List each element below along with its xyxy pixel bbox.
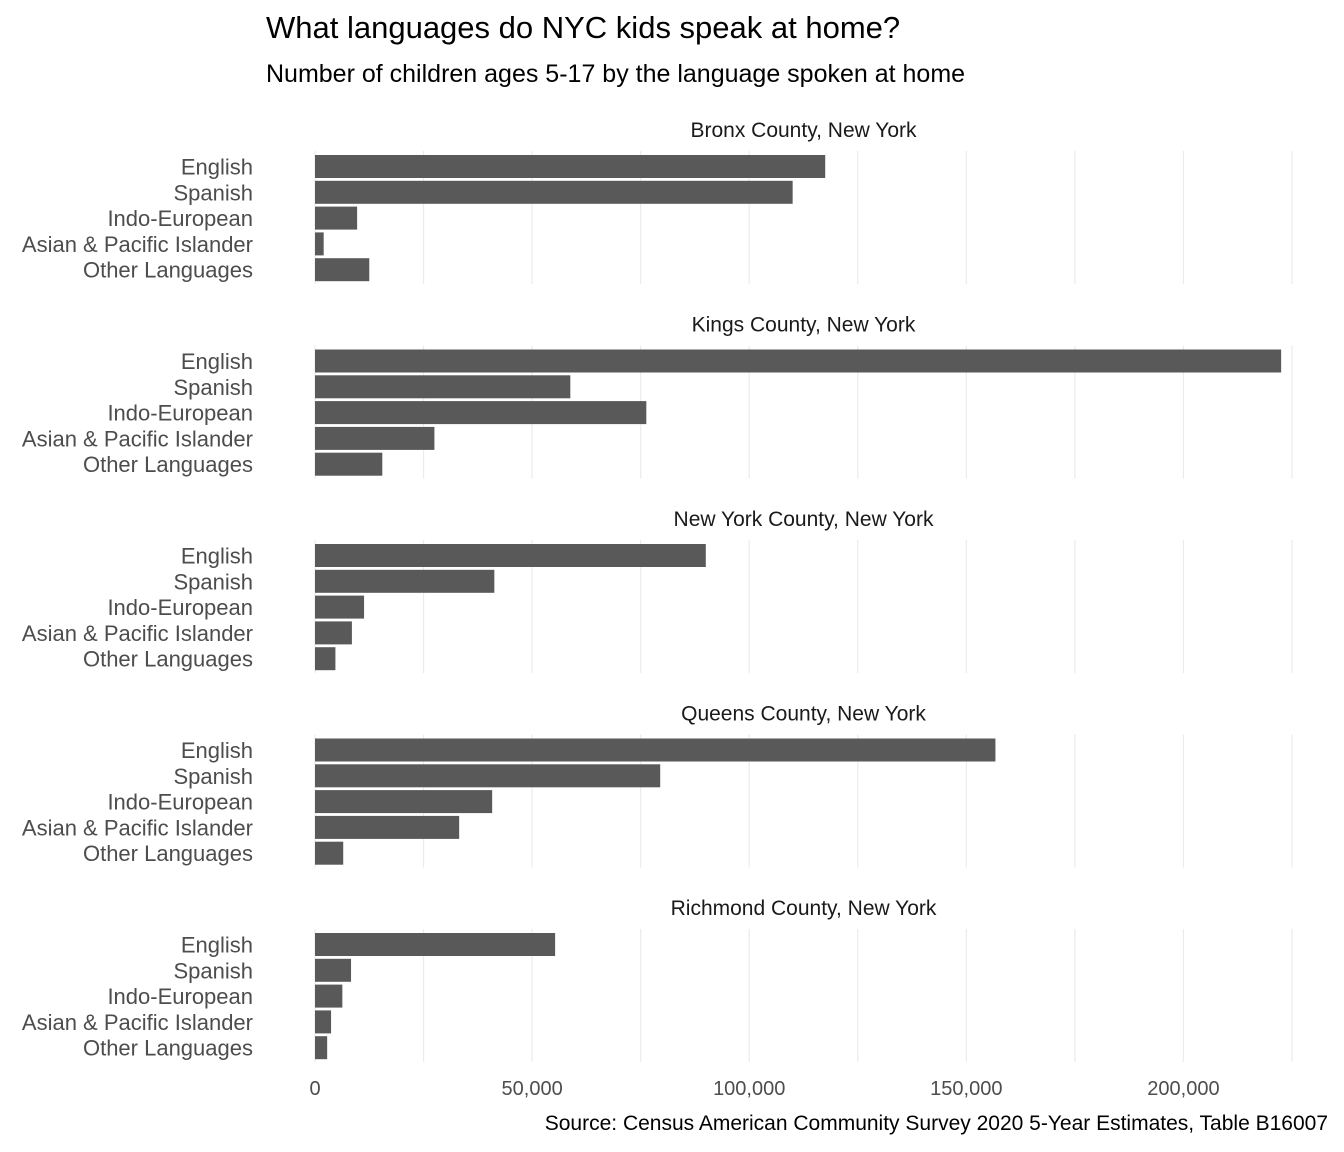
bar [315, 258, 370, 282]
category-label: Spanish [173, 180, 253, 205]
bar [315, 349, 1282, 373]
bar [315, 401, 647, 425]
category-label: Asian & Pacific Islander [22, 815, 253, 840]
bar [315, 647, 336, 671]
x-tick-label: 150,000 [930, 1078, 1002, 1100]
facet-panel: New York County, New York EnglishSpanishI… [22, 508, 1293, 673]
category-label: Spanish [173, 764, 253, 789]
x-tick-label: 200,000 [1147, 1078, 1219, 1100]
category-label: Spanish [173, 958, 253, 983]
category-label: Other Languages [83, 258, 253, 283]
bar [315, 933, 556, 956]
bar [315, 1010, 332, 1034]
bar [315, 815, 460, 839]
category-label: Other Languages [83, 452, 253, 477]
category-label: Asian & Pacific Islander [22, 621, 253, 646]
bar [315, 375, 571, 399]
chart-title: What languages do NYC kids speak at home… [266, 10, 901, 45]
facet-title: Richmond County, New York [671, 897, 937, 920]
category-label: English [181, 544, 253, 569]
x-tick-label: 100,000 [713, 1078, 785, 1100]
category-label: English [181, 738, 253, 763]
category-label: Asian & Pacific Islander [22, 1010, 253, 1035]
bar [315, 569, 495, 593]
facet-panel: Richmond County, New York EnglishSpanishI… [22, 897, 1293, 1062]
bar [315, 232, 324, 256]
category-label: Other Languages [83, 1036, 253, 1061]
bar [315, 790, 493, 814]
chart-caption: Source: Census American Community Survey… [544, 1112, 1328, 1135]
bar [315, 452, 383, 476]
category-label: Indo-European [107, 984, 253, 1009]
facet-title: Queens County, New York [681, 703, 926, 726]
bar [315, 155, 826, 178]
category-label: Indo-European [107, 206, 253, 231]
facet-panel: Kings County, New York EnglishSpanishIndo… [22, 314, 1293, 479]
category-label: Asian & Pacific Islander [22, 232, 253, 257]
category-label: Other Languages [83, 841, 253, 866]
category-label: Asian & Pacific Islander [22, 426, 253, 451]
bar [315, 544, 706, 567]
bar [315, 984, 343, 1008]
x-tick-label: 50,000 [502, 1078, 563, 1100]
category-label: English [181, 155, 253, 180]
category-label: English [181, 349, 253, 374]
bar [315, 841, 344, 865]
x-tick-label: 0 [309, 1078, 320, 1100]
category-label: Indo-European [107, 595, 253, 620]
category-label: Indo-European [107, 790, 253, 815]
facet-panel: Queens County, New York EnglishSpanishInd… [22, 703, 1293, 868]
bar [315, 426, 435, 450]
bar [315, 621, 352, 645]
category-label: Other Languages [83, 647, 253, 672]
chart-subtitle: Number of children ages 5-17 by the lang… [266, 60, 966, 88]
category-label: English [181, 933, 253, 958]
bar [315, 764, 661, 788]
bar [315, 1036, 328, 1060]
category-label: Spanish [173, 375, 253, 400]
category-label: Indo-European [107, 401, 253, 426]
facet-title: Bronx County, New York [690, 119, 917, 142]
bar [315, 206, 358, 230]
facet-title: Kings County, New York [692, 314, 916, 337]
bar [315, 738, 996, 762]
facet-title: New York County, New York [674, 508, 934, 531]
bar [315, 958, 352, 982]
category-label: Spanish [173, 569, 253, 594]
facet-panel: Bronx County, New York EnglishSpanishIndo… [22, 119, 1293, 284]
bar [315, 595, 365, 619]
bar [315, 180, 793, 204]
